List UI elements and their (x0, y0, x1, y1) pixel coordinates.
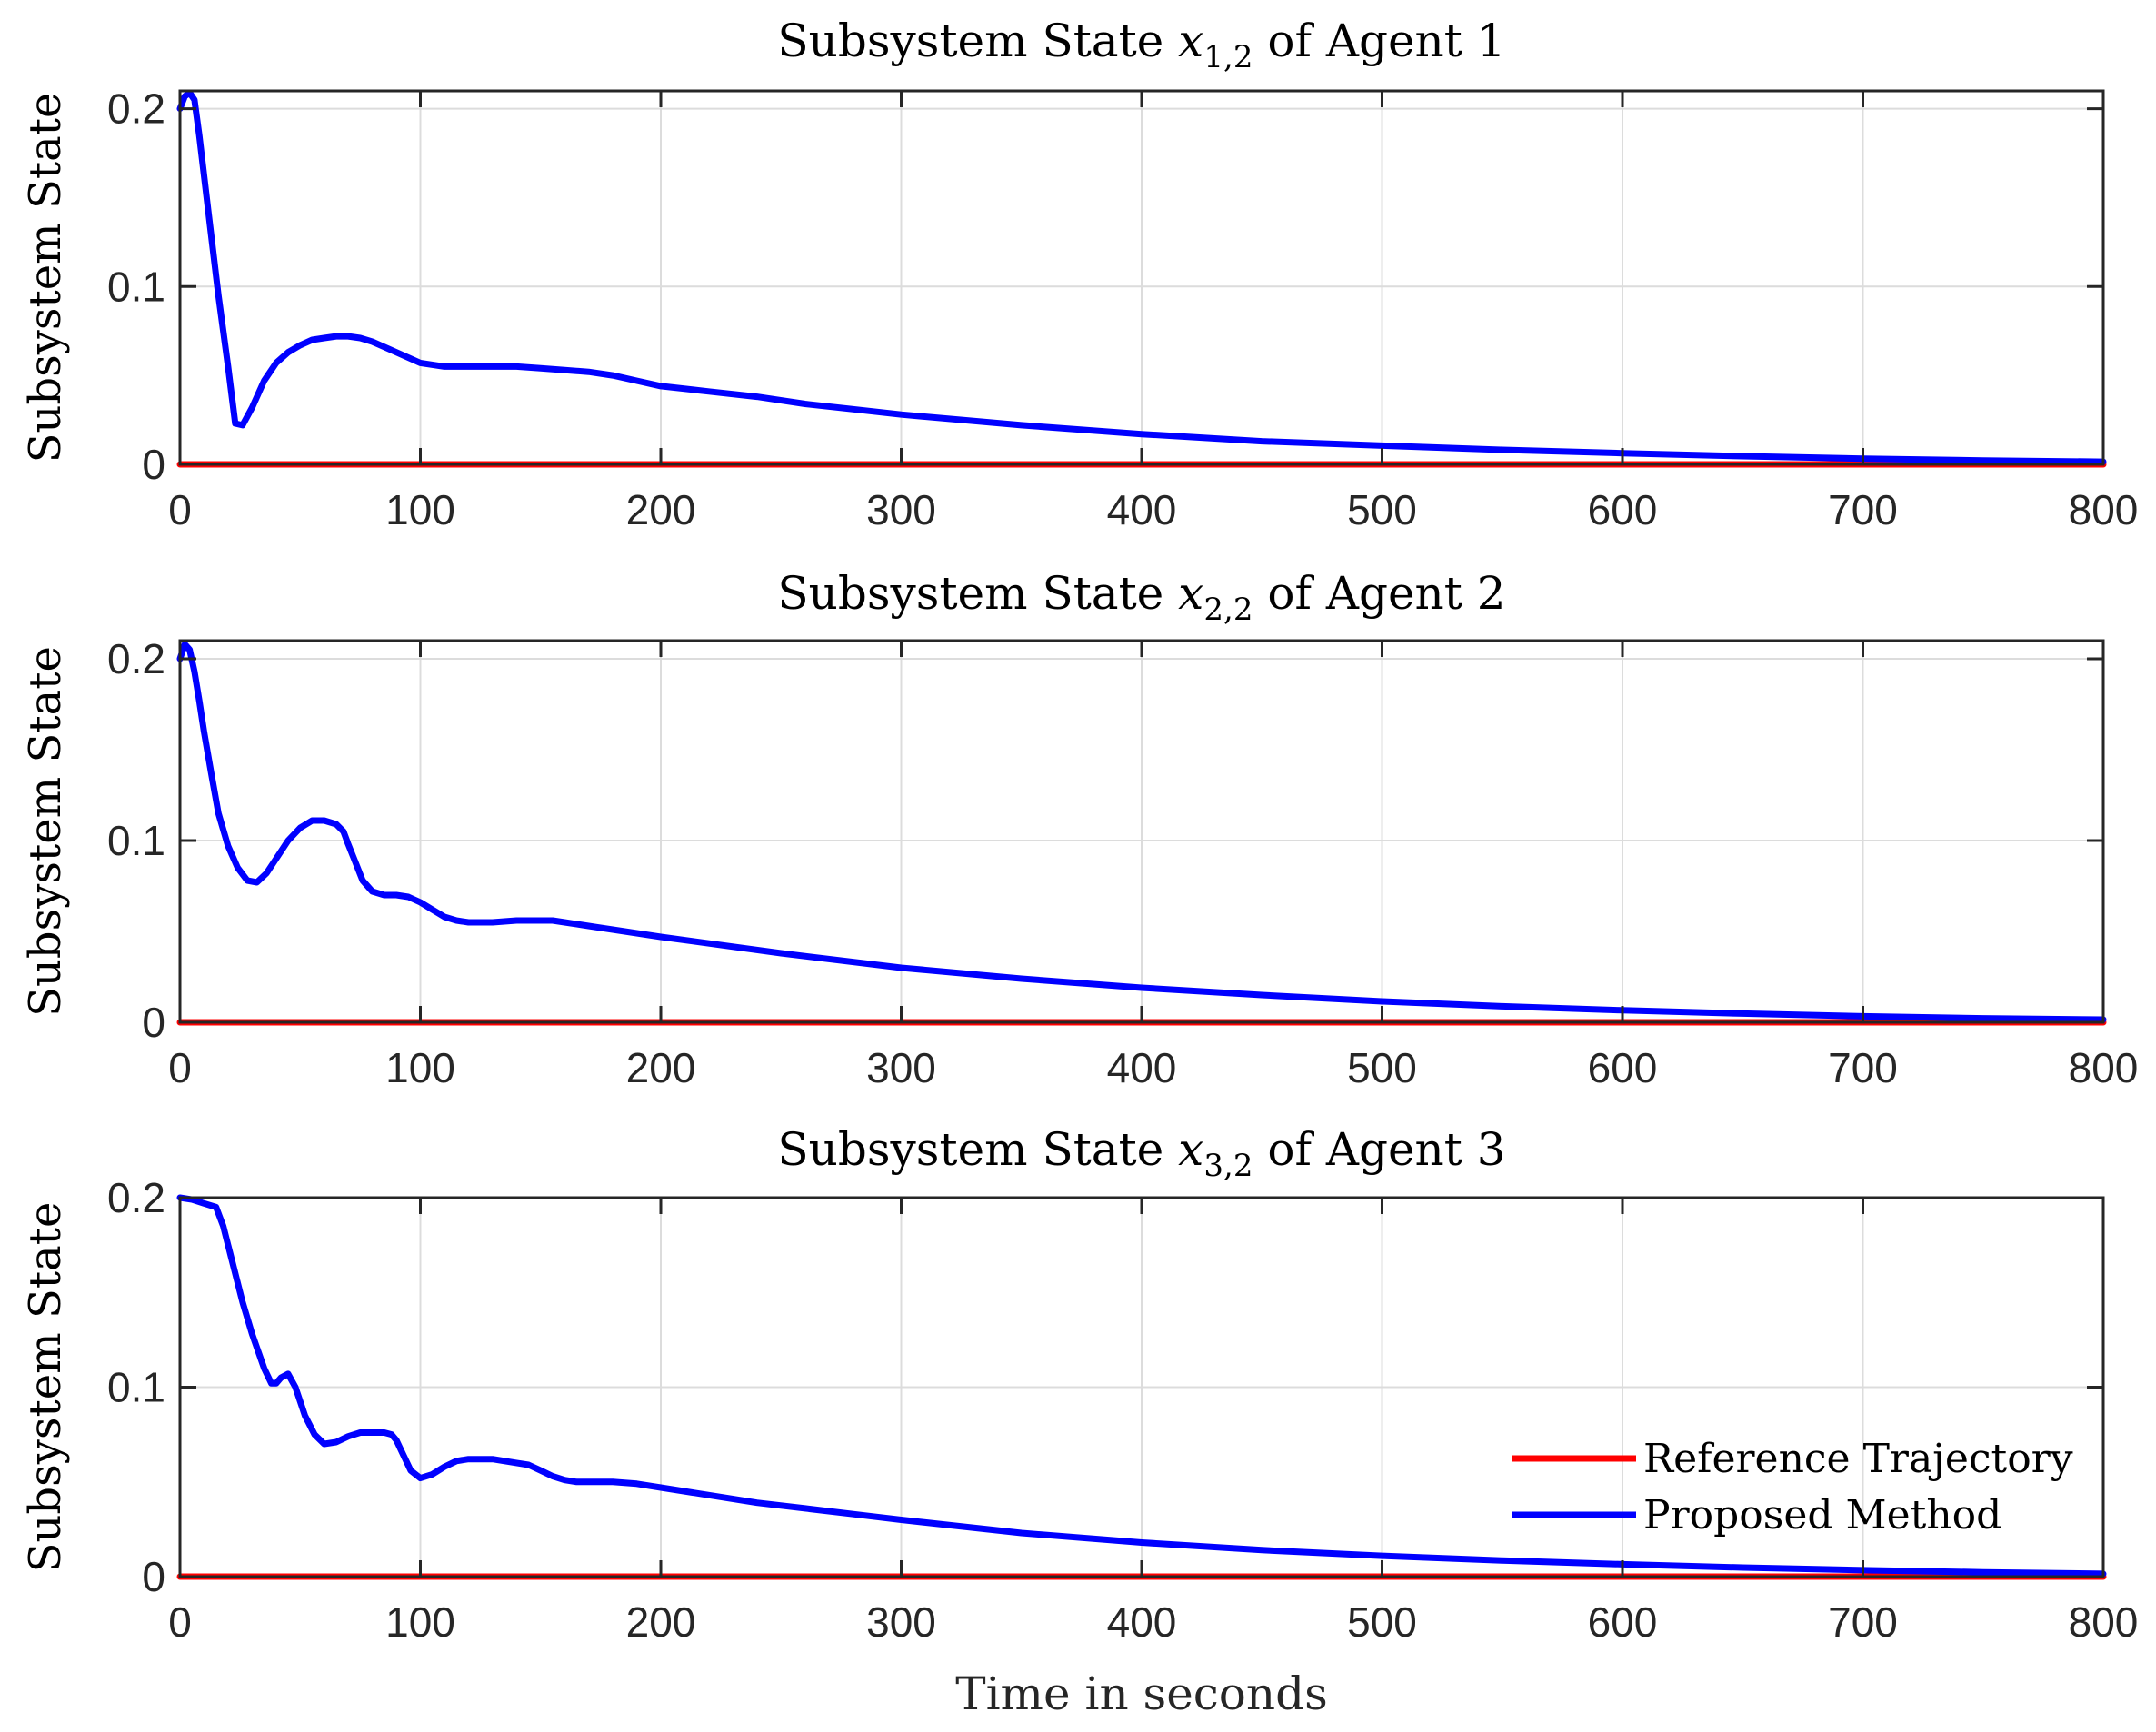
x-tick-label: 400 (1107, 486, 1177, 533)
x-tick-label: 100 (385, 1044, 455, 1091)
x-tick-label: 800 (2069, 1044, 2139, 1091)
x-tick-label: 500 (1347, 1044, 1417, 1091)
x-tick-label: 700 (1828, 486, 1898, 533)
chart-panel-3: 0 100 200 300 400 500 600 700 800 0 0.1 0.2 Subsyste… (20, 1123, 2138, 1720)
title-prefix: Subsystem State (777, 15, 1178, 67)
y-tick-label: 0.1 (107, 1364, 165, 1411)
title-variable: x (1178, 1123, 1203, 1176)
x-tick-label: 700 (1828, 1044, 1898, 1091)
x-tick-label: 0 (168, 1044, 192, 1091)
series-line-proposed-method (176, 1194, 2107, 1578)
x-tick-label: 200 (626, 486, 696, 533)
x-tick-label: 700 (1828, 1598, 1898, 1646)
y-axis-label: Subsystem State (20, 1202, 71, 1573)
title-variable: x (1178, 567, 1203, 620)
legend: Reference Trajectory Proposed Method (1512, 1436, 2073, 1538)
title-prefix: Subsystem State (777, 567, 1178, 620)
x-tick-label: 500 (1347, 1598, 1417, 1646)
y-tick-label: 0 (142, 999, 165, 1046)
y-tick-label: 0.1 (107, 817, 165, 864)
title-suffix: of Agent 3 (1253, 1123, 1505, 1176)
legend-label: Reference Trajectory (1643, 1436, 2073, 1482)
y-tick-label: 0.1 (107, 263, 165, 310)
y-tick-label: 0.2 (107, 635, 165, 682)
y-tick-label: 0 (142, 441, 165, 488)
chart-title: Subsystem State x1,2 of Agent 1 (777, 15, 1505, 75)
chart-panel-1: 0 100 200 300 400 500 600 700 800 0 0.1 0.2 Subsyste… (20, 15, 2138, 533)
x-tick-label: 200 (626, 1044, 696, 1091)
chart-title: Subsystem State x2,2 of Agent 2 (777, 567, 1505, 628)
title-subscript: 2,2 (1203, 592, 1253, 628)
x-tick-label: 300 (866, 1044, 936, 1091)
x-tick-label: 300 (866, 1598, 936, 1646)
x-tick-label: 500 (1347, 486, 1417, 533)
x-tick-label: 300 (866, 486, 936, 533)
x-axis-label: Time in seconds (955, 1667, 1328, 1720)
x-tick-label: 400 (1107, 1044, 1177, 1091)
y-tick-label: 0.2 (107, 1174, 165, 1221)
x-tick-label: 600 (1588, 486, 1658, 533)
title-subscript: 3,2 (1203, 1148, 1253, 1184)
x-tick-label: 100 (385, 486, 455, 533)
y-tick-label: 0.2 (107, 85, 165, 133)
series-line-proposed-method (176, 89, 2107, 465)
x-tick-label: 0 (168, 1598, 192, 1646)
x-tick-label: 100 (385, 1598, 455, 1646)
chart-title: Subsystem State x3,2 of Agent 3 (777, 1123, 1505, 1184)
title-suffix: of Agent 1 (1253, 15, 1505, 67)
legend-label: Proposed Method (1643, 1492, 2001, 1538)
x-tick-label: 200 (626, 1598, 696, 1646)
title-prefix: Subsystem State (777, 1123, 1178, 1176)
title-subscript: 1,2 (1203, 39, 1253, 75)
title-suffix: of Agent 2 (1253, 567, 1505, 620)
y-tick-label: 0 (142, 1553, 165, 1600)
y-axis-label: Subsystem State (20, 93, 71, 463)
x-tick-label: 800 (2069, 486, 2139, 533)
x-tick-label: 0 (168, 486, 192, 533)
x-tick-label: 600 (1588, 1044, 1658, 1091)
x-tick-label: 400 (1107, 1598, 1177, 1646)
x-tick-label: 600 (1588, 1598, 1658, 1646)
title-variable: x (1178, 15, 1203, 67)
x-tick-label: 800 (2069, 1598, 2139, 1646)
y-axis-label: Subsystem State (20, 646, 71, 1017)
chart-panel-2: 0 100 200 300 400 500 600 700 800 0 0.1 0.2 Subsyste… (20, 567, 2138, 1091)
series-line-proposed-method (176, 641, 2107, 1023)
